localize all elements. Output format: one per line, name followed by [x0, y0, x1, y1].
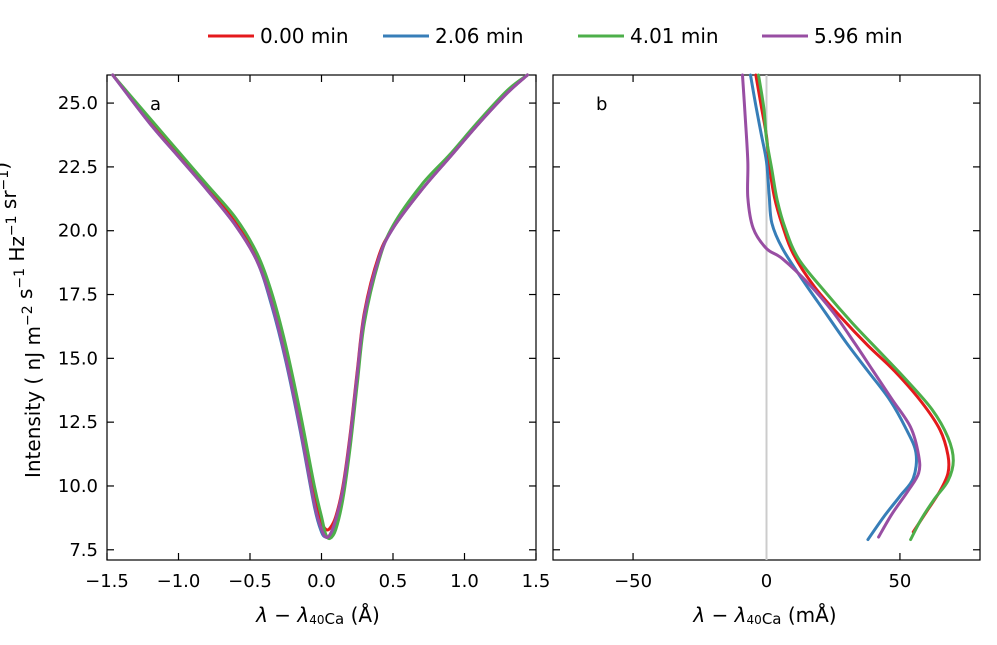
legend-label: 2.06 min [435, 24, 524, 48]
y-tick-label: 20.0 [58, 221, 98, 242]
x-tick-label: 1.5 [522, 571, 551, 592]
y-tick-label: 25.0 [58, 93, 98, 114]
legend-label: 5.96 min [814, 24, 903, 48]
y-tick-label: 7.5 [69, 540, 98, 561]
y-tick-label: 12.5 [58, 412, 98, 433]
x-tick-label: −1.0 [157, 571, 201, 592]
y-tick-label: 10.0 [58, 476, 98, 497]
legend-item: 5.96 min [762, 24, 903, 48]
x-tick-label: 0 [761, 571, 772, 592]
x-tick-label: 0.5 [379, 571, 408, 592]
series-line-b-206 [748, 73, 918, 542]
y-axis-label: Intensity ( nJ m−2 s−1 Hz−1 sr−1) [0, 162, 45, 478]
panel-b-x-axis-label: λ − λ40Ca (mÅ) [692, 603, 836, 628]
legend: 0.00 min 2.06 min 4.01 min 5.96 min [208, 24, 903, 48]
panel-a-x-axis-label: λ − λ40Ca (Å) [255, 603, 380, 628]
panel-b-label: b [596, 94, 607, 115]
y-tick-label: 22.5 [58, 157, 98, 178]
x-tick-label: −1.5 [85, 571, 129, 592]
legend-item: 4.01 min [578, 24, 719, 48]
series-line-a-206 [111, 73, 529, 540]
x-tick-label: 1.0 [450, 571, 479, 592]
legend-item: 0.00 min [208, 24, 349, 48]
panel-a-label: a [150, 94, 161, 115]
panel-b: b −50 0 50 λ − λ40Ca (mÅ) [552, 73, 981, 628]
series-line-a-000 [111, 73, 529, 532]
x-tick-label: −50 [614, 571, 652, 592]
legend-label: 0.00 min [260, 24, 349, 48]
series-line-a-596 [111, 73, 529, 539]
y-tick-label: 15.0 [58, 348, 98, 369]
x-tick-label: 50 [888, 571, 911, 592]
series-line-b-596 [740, 73, 922, 539]
series-line-b-401 [756, 73, 955, 542]
panel-a: a −1.5 −1.0 −0.5 0.0 0.5 1.0 1.5 7.5 10.0 12.5 15.… [58, 73, 551, 628]
y-tick-label: 17.5 [58, 285, 98, 306]
x-tick-label: −0.5 [228, 571, 272, 592]
legend-item: 2.06 min [383, 24, 524, 48]
x-tick-label: 0.0 [307, 571, 336, 592]
series-line-a-401 [111, 73, 529, 541]
legend-label: 4.01 min [630, 24, 719, 48]
series-line-b-000 [754, 73, 951, 534]
